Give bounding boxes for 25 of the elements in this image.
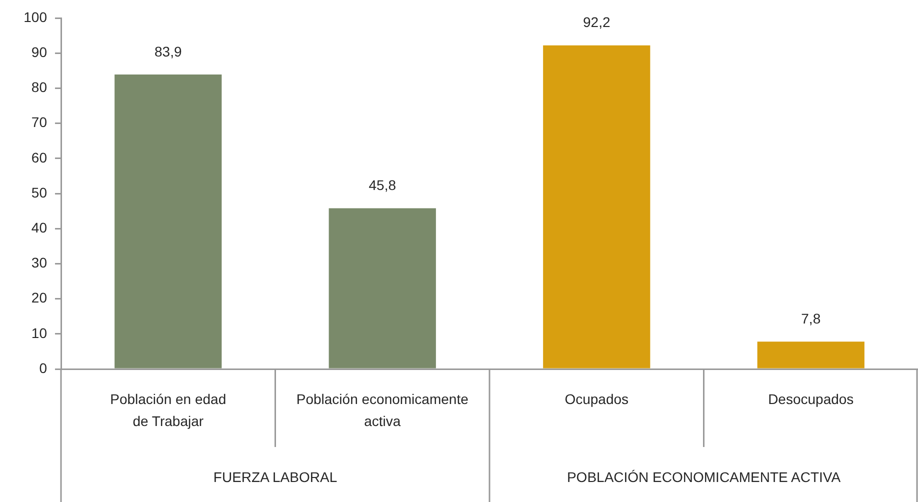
data-label: 83,9 [154, 43, 182, 60]
data-label: 45,8 [368, 177, 396, 194]
text: FUERZA LABORAL [213, 468, 338, 485]
bar [757, 342, 864, 368]
y-tick-label: 30 [31, 254, 48, 271]
y-tick-label: 20 [31, 290, 48, 306]
y-tick-label: 90 [31, 44, 48, 60]
bar [543, 45, 650, 368]
x-tick-label: Ocupados [564, 390, 629, 407]
data-label: 92,2 [583, 14, 610, 30]
y-tick-label: 80 [31, 79, 48, 96]
y-tick-label: 10 [31, 324, 48, 341]
x-tick-label: Población economicamente activa [296, 390, 469, 429]
data-label: 7,8 [801, 310, 821, 326]
y-tick-label: 50 [31, 184, 48, 200]
y-tick-label: 70 [31, 114, 48, 130]
x-tick-label: Población en edad de Trabajar [110, 390, 226, 429]
text: POBLACIÓN ECONOMICAMENTE ACTIVA [566, 468, 842, 485]
bar [328, 208, 436, 368]
y-tick-label: 100 [24, 8, 48, 25]
y-tick-label: 0 [39, 360, 48, 376]
y-tick-label: 40 [31, 219, 48, 236]
x-tick-label: Desocupados [768, 390, 854, 407]
y-tick-label: 60 [31, 149, 48, 166]
bar [114, 74, 222, 368]
